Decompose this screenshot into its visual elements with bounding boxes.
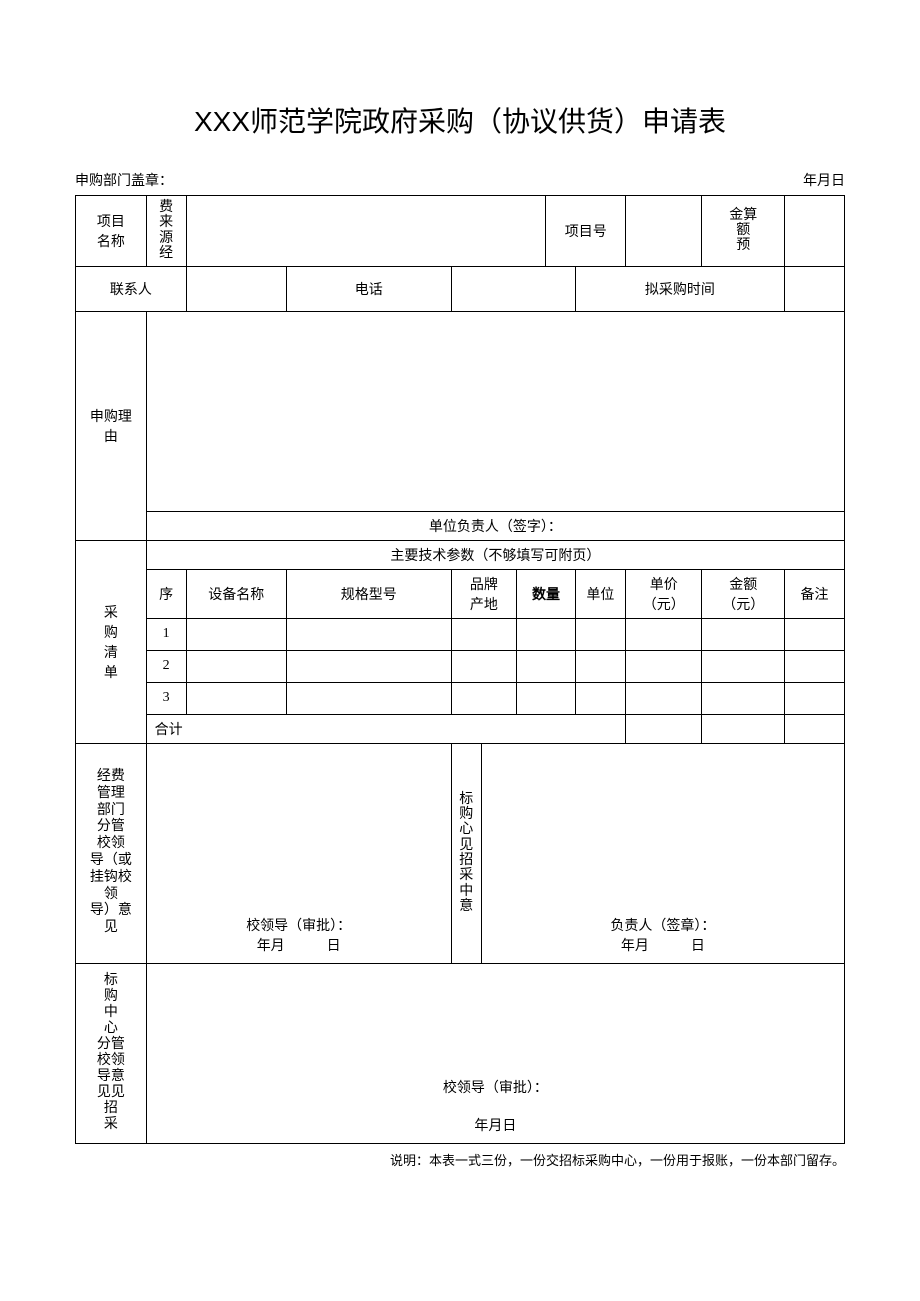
col-spec: 规格型号: [286, 569, 451, 618]
unit-3: [575, 682, 625, 714]
col-unit: 单位: [575, 569, 625, 618]
total-remark: [785, 714, 845, 743]
name-1: [186, 618, 286, 650]
project-no-label: 项目号: [546, 196, 625, 267]
amount-2: [702, 650, 785, 682]
form-table: 项目 名称 费 来源 经 项目号 金算 额 预 联系人 电话 拟采购时间 申购理…: [75, 195, 845, 1144]
approval-right-content: 负责人（签章）： 年月 日: [481, 743, 844, 963]
spec-1: [286, 618, 451, 650]
contact-row: 联系人 电话 拟采购时间: [76, 266, 845, 311]
project-no-value: [625, 196, 702, 267]
price-3: [625, 682, 702, 714]
list-title-row: 采 购 清 单 主要技术参数（不够填写可附页）: [76, 540, 845, 569]
remark-1: [785, 618, 845, 650]
price-1: [625, 618, 702, 650]
list-side-label: 采 购 清 单: [76, 540, 147, 743]
leader-content: 校领导（审批）： 年月日: [146, 963, 844, 1143]
reason-sig-row: 单位负责人（签字）：: [76, 511, 845, 540]
brand-1: [451, 618, 516, 650]
col-price: 单价 （元）: [625, 569, 702, 618]
stamp-label: 申购部门盖章：: [75, 170, 173, 190]
reason-value: [146, 311, 844, 511]
project-row: 项目 名称 费 来源 经 项目号 金算 额 预: [76, 196, 845, 267]
phone-value: [451, 266, 575, 311]
phone-label: 电话: [286, 266, 451, 311]
approval-row: 经费 管理 部门 分管 校领 导（或 挂钩校 领 导）意 见 校领导（审批）： …: [76, 743, 845, 963]
spec-3: [286, 682, 451, 714]
contact-value: [186, 266, 286, 311]
col-qty: 数量: [517, 569, 576, 618]
approval-right-sig1: 负责人（签章）：: [488, 915, 838, 935]
amount-1: [702, 618, 785, 650]
reason-row: 申购理 由: [76, 311, 845, 511]
leader-sig2: 年月日: [153, 1115, 838, 1135]
col-remark: 备注: [785, 569, 845, 618]
list-row-3: 3: [76, 682, 845, 714]
qty-1: [517, 618, 576, 650]
plan-time-label: 拟采购时间: [575, 266, 784, 311]
reason-label: 申购理 由: [76, 311, 147, 540]
seq-1: 1: [146, 618, 186, 650]
list-total-row: 合计: [76, 714, 845, 743]
amount-3: [702, 682, 785, 714]
budget-label: 金算 额 预: [702, 196, 784, 267]
list-row-1: 1: [76, 618, 845, 650]
unit-2: [575, 650, 625, 682]
approval-left-content: 校领导（审批）： 年月 日: [146, 743, 451, 963]
project-name-value: [186, 196, 546, 267]
contact-label: 联系人: [76, 266, 187, 311]
list-row-2: 2: [76, 650, 845, 682]
leader-row: 标 购 中 心 分管 校领 导意 见见 招 采 校领导（审批）： 年月日: [76, 963, 845, 1143]
total-amount: [702, 714, 785, 743]
unit-head-sig: 单位负责人（签字）：: [146, 511, 844, 540]
price-2: [625, 650, 702, 682]
budget-value: [784, 196, 844, 267]
seq-3: 3: [146, 682, 186, 714]
plan-time-value: [784, 266, 844, 311]
name-3: [186, 682, 286, 714]
list-cols-row: 序 设备名称 规格型号 品牌 产地 数量 单位 单价 （元） 金额 （元） 备注: [76, 569, 845, 618]
col-amount: 金额 （元）: [702, 569, 785, 618]
leader-side-label: 标 购 中 心 分管 校领 导意 见见 招 采: [76, 963, 147, 1143]
approval-right-sig2: 年月 日: [488, 935, 838, 955]
approval-left-sig2: 年月 日: [153, 935, 445, 955]
seq-2: 2: [146, 650, 186, 682]
qty-3: [517, 682, 576, 714]
qty-2: [517, 650, 576, 682]
project-name-label: 项目 名称: [76, 196, 147, 267]
unit-1: [575, 618, 625, 650]
col-seq: 序: [146, 569, 186, 618]
brand-3: [451, 682, 516, 714]
name-2: [186, 650, 286, 682]
remark-2: [785, 650, 845, 682]
col-brand: 品牌 产地: [451, 569, 516, 618]
form-title: XXX师范学院政府采购（协议供货）申请表: [75, 100, 845, 140]
header-row: 申购部门盖章： 年月日: [75, 170, 845, 190]
date-label: 年月日: [803, 170, 845, 190]
approval-left-label: 经费 管理 部门 分管 校领 导（或 挂钩校 领 导）意 见: [76, 743, 147, 963]
list-header-title: 主要技术参数（不够填写可附页）: [146, 540, 844, 569]
approval-left-sig1: 校领导（审批）：: [153, 915, 445, 935]
leader-sig1: 校领导（审批）：: [153, 1077, 838, 1097]
fund-source-label: 费 来源 经: [146, 196, 186, 267]
total-price: [625, 714, 702, 743]
remark-3: [785, 682, 845, 714]
brand-2: [451, 650, 516, 682]
form-note: 说明：本表一式三份，一份交招标采购中心，一份用于报账，一份本部门留存。: [75, 1150, 845, 1169]
col-name: 设备名称: [186, 569, 286, 618]
total-label: 合计: [146, 714, 625, 743]
spec-2: [286, 650, 451, 682]
approval-mid-label: 标 购 心 见 招 采 中 意: [451, 743, 481, 963]
